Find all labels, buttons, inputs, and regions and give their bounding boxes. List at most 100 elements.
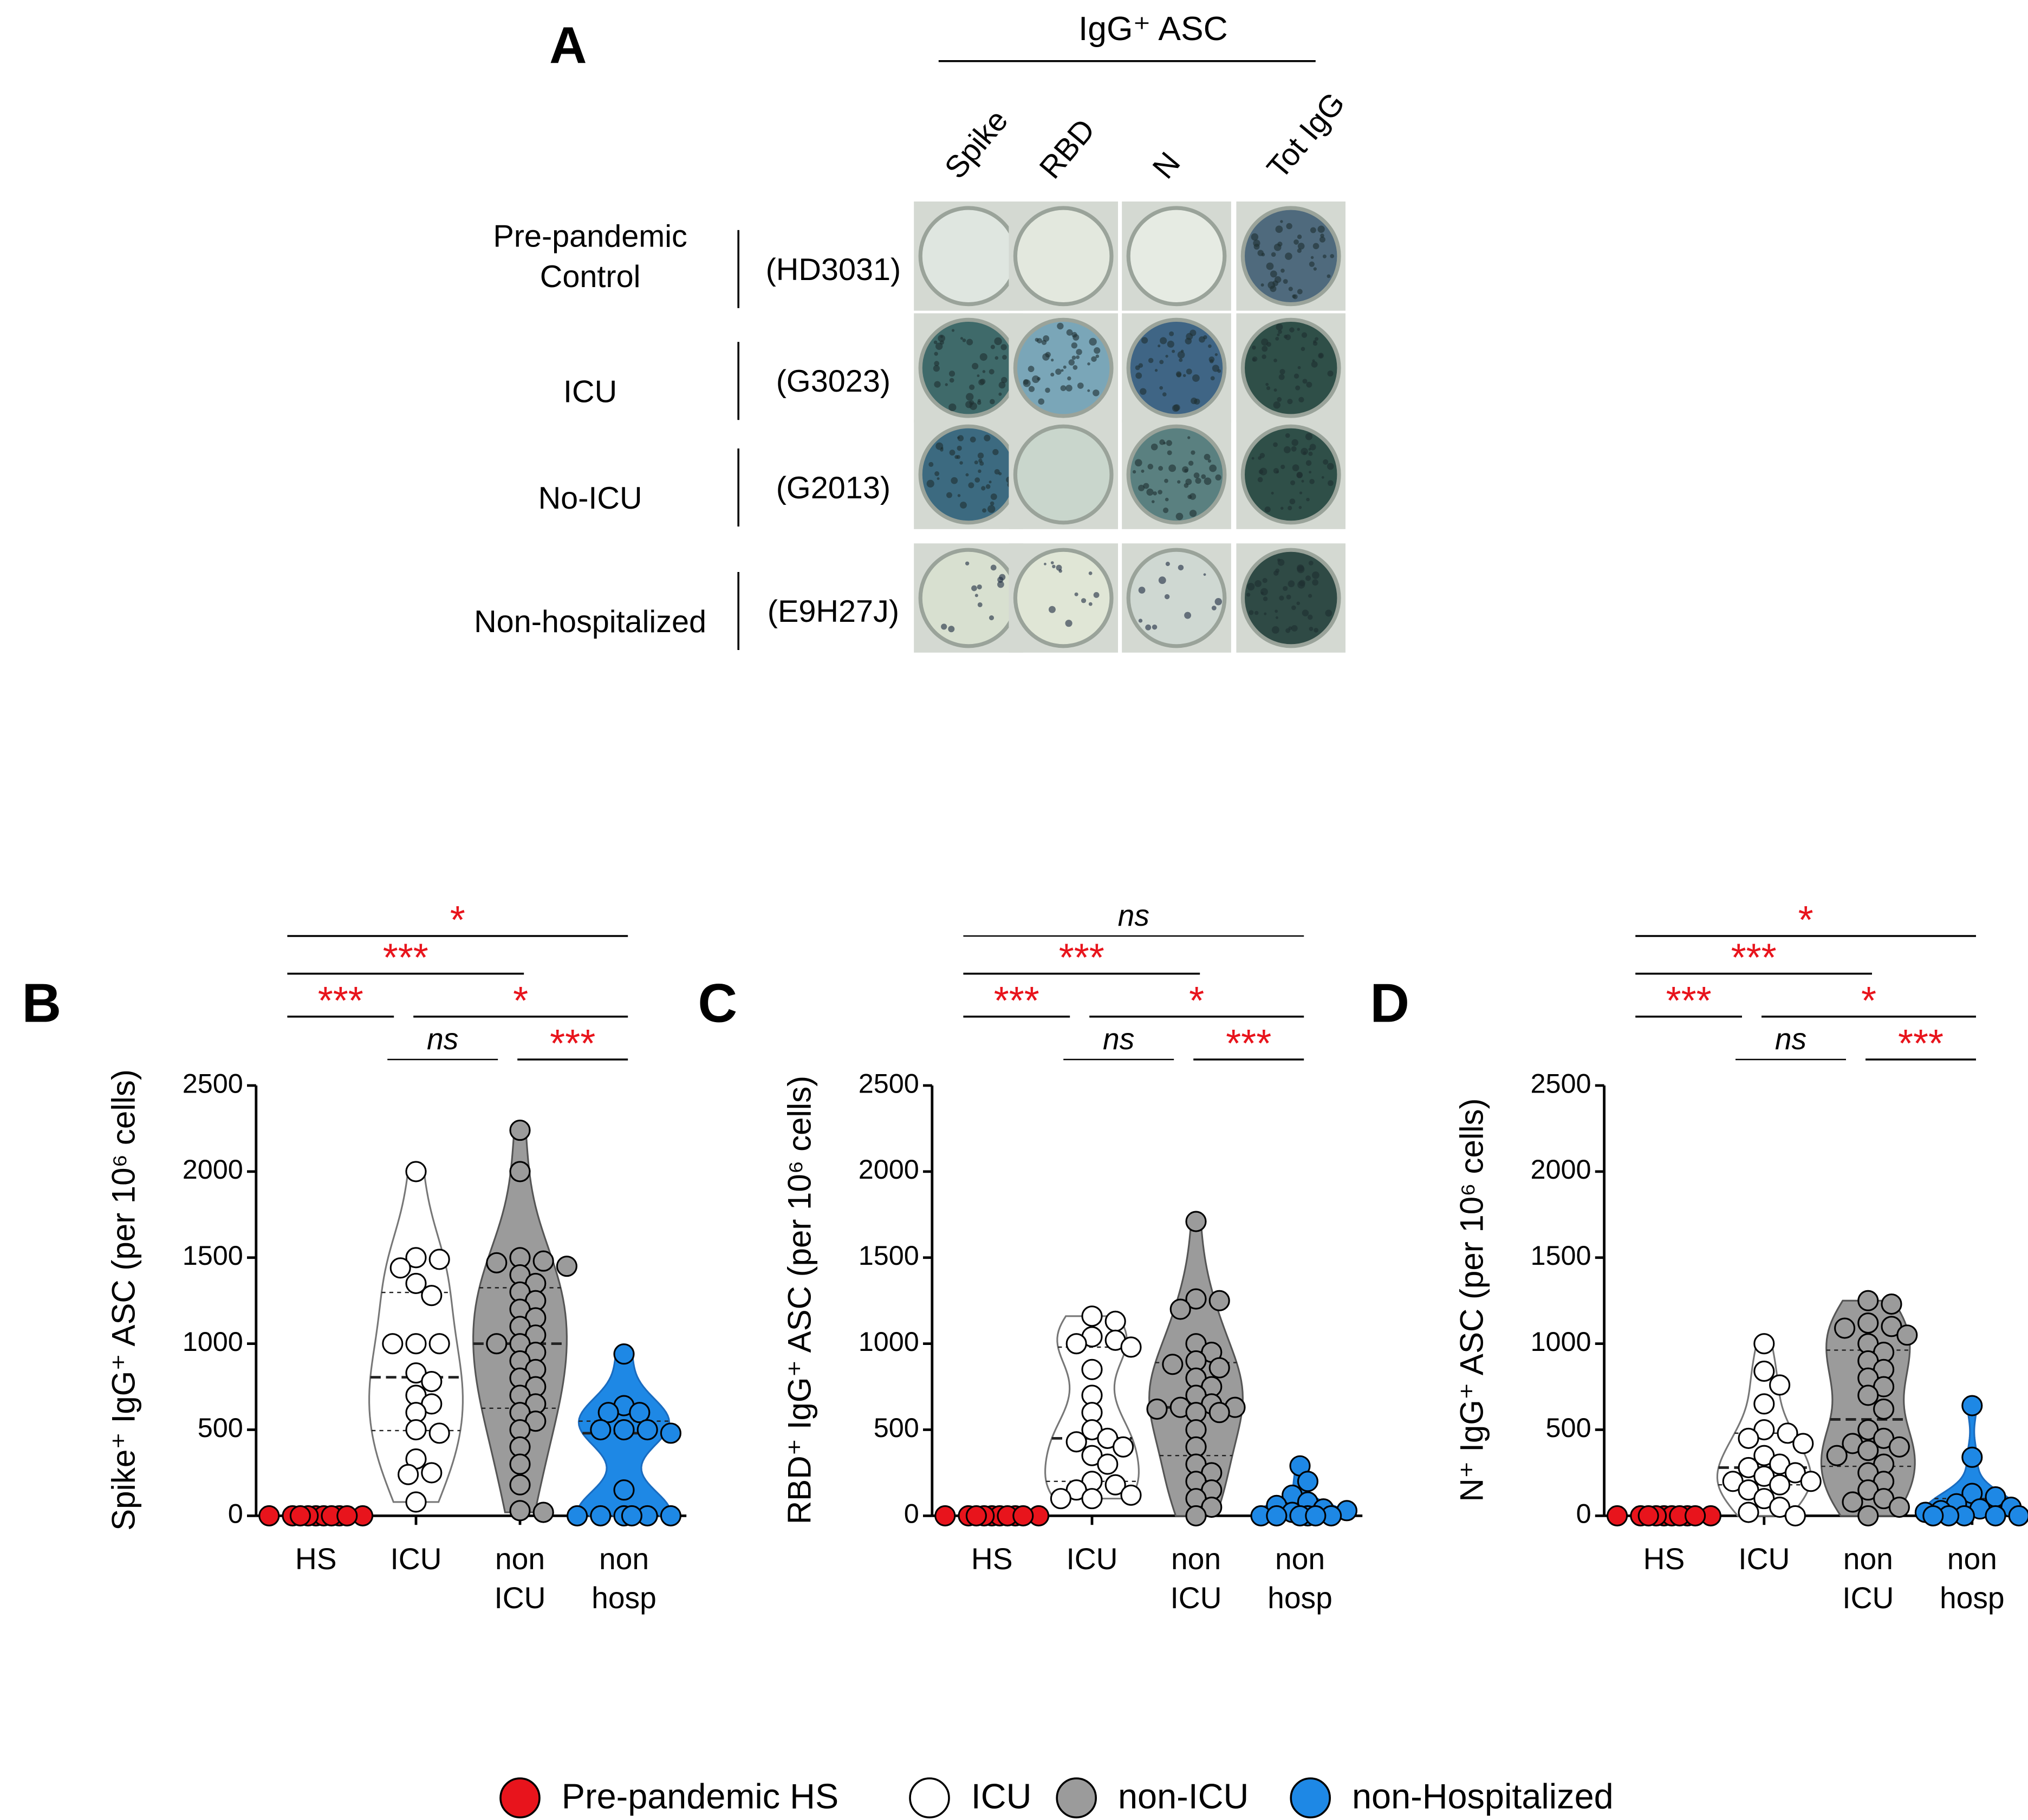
spot <box>1050 373 1055 377</box>
spot <box>1274 276 1282 283</box>
spot <box>959 461 963 465</box>
spot <box>1165 562 1170 567</box>
spot <box>984 434 991 441</box>
spot <box>1251 233 1259 241</box>
spot <box>1204 453 1211 460</box>
data-point <box>389 1257 411 1279</box>
spot <box>1294 239 1299 245</box>
data-point <box>405 1491 427 1513</box>
x-tick-label: non <box>1947 1542 1997 1576</box>
well <box>918 206 1019 307</box>
spot <box>994 469 1000 475</box>
y-tick-label: 1000 <box>859 1326 919 1357</box>
column-label: Tot IgG <box>1260 86 1351 185</box>
spot <box>933 340 938 344</box>
column-label: N <box>1146 146 1187 185</box>
significance-label: *** <box>1059 937 1104 980</box>
data-point <box>556 1256 577 1277</box>
spot <box>1286 223 1292 230</box>
spot <box>1273 442 1278 447</box>
spot <box>1038 398 1045 405</box>
data-point <box>405 1161 427 1182</box>
y-tick-label: 500 <box>874 1412 919 1443</box>
spot <box>962 338 966 342</box>
row-label: No-ICU <box>538 481 642 516</box>
spot <box>1259 467 1268 476</box>
data-point <box>1738 1427 1759 1449</box>
spot <box>1214 597 1223 606</box>
x-tick-label: ICU <box>494 1581 545 1615</box>
data-point <box>428 1333 450 1355</box>
spot <box>1153 491 1157 496</box>
spot <box>1071 355 1076 360</box>
spot <box>990 564 997 571</box>
spot <box>1051 359 1054 362</box>
spot <box>1262 354 1266 359</box>
spot <box>1276 323 1283 331</box>
spot <box>1151 500 1155 503</box>
data-point <box>629 1402 651 1424</box>
spot <box>1204 477 1212 485</box>
spot <box>1158 344 1161 348</box>
data-point <box>1873 1398 1895 1420</box>
spot <box>1273 243 1282 251</box>
spot <box>998 392 1002 396</box>
data-point <box>613 1343 635 1365</box>
data-point <box>1857 1505 1879 1526</box>
y-tick-label: 500 <box>198 1412 243 1443</box>
spot <box>1055 368 1062 375</box>
spot <box>1058 569 1062 573</box>
spot <box>1045 387 1050 393</box>
spot <box>1175 512 1184 521</box>
spot <box>1138 587 1146 594</box>
y-tick-label: 2000 <box>1530 1154 1591 1185</box>
spot <box>1061 369 1064 372</box>
spot <box>1159 360 1164 365</box>
x-tick-label: hosp <box>1268 1581 1332 1615</box>
spot <box>965 473 969 477</box>
spot <box>1089 337 1097 346</box>
spot <box>998 381 1006 389</box>
well <box>1240 424 1341 525</box>
spot <box>1002 355 1007 360</box>
spot <box>1273 468 1279 474</box>
spot <box>1291 439 1298 446</box>
spot <box>1288 505 1292 511</box>
spot <box>1158 466 1164 471</box>
spot <box>1260 592 1264 595</box>
spot <box>948 370 955 377</box>
spot <box>966 393 974 401</box>
spot <box>1291 625 1298 632</box>
spot <box>1146 488 1154 496</box>
spot <box>977 452 984 459</box>
spot <box>1309 471 1312 474</box>
data-point <box>1685 1505 1706 1526</box>
sample-id: (E9H27J) <box>768 594 899 629</box>
data-point <box>590 1505 612 1526</box>
spot <box>957 494 961 497</box>
data-point <box>1120 1484 1142 1506</box>
spot <box>1165 497 1169 502</box>
spot <box>1152 624 1158 630</box>
spot <box>1215 474 1221 481</box>
data-point <box>1888 1436 1910 1458</box>
spot <box>1177 351 1185 359</box>
spot <box>1309 261 1315 267</box>
data-point <box>1208 1290 1230 1311</box>
data-point <box>1961 1446 1983 1468</box>
data-point <box>1081 1488 1103 1510</box>
spot <box>1077 382 1084 389</box>
spot <box>1283 279 1288 284</box>
spot <box>1043 335 1050 342</box>
y-tick-label: 0 <box>228 1498 243 1529</box>
spot <box>1141 337 1148 344</box>
spot <box>997 581 1004 588</box>
legend-label: non-ICU <box>1118 1777 1249 1816</box>
spot <box>934 352 938 356</box>
y-tick-label: 0 <box>904 1498 919 1529</box>
spot <box>1167 340 1174 348</box>
spot <box>1278 329 1282 334</box>
data-point <box>1857 1440 1879 1461</box>
data-point <box>1769 1474 1791 1496</box>
spot <box>1186 333 1193 340</box>
